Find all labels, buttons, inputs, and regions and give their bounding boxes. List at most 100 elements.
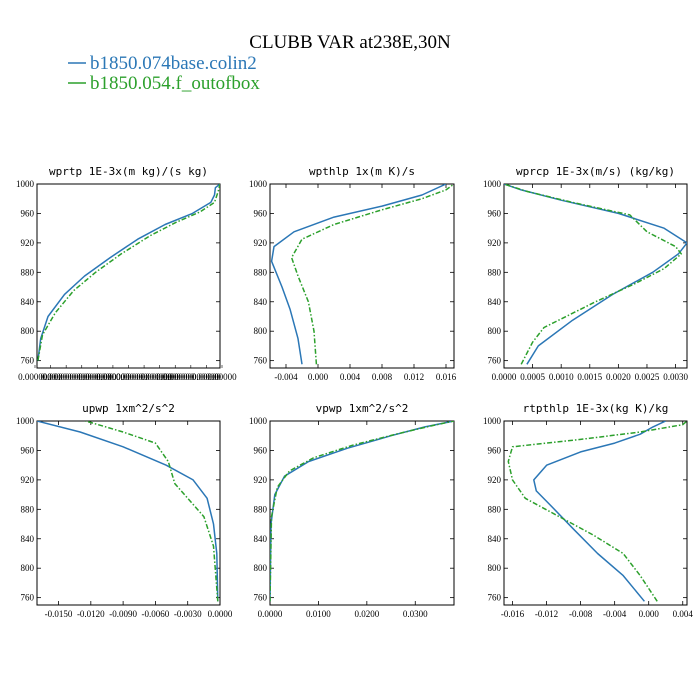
plot-frame xyxy=(503,420,688,606)
series-line-2 xyxy=(504,184,683,365)
x-tick-label: 0.00000000000 xyxy=(163,372,220,382)
x-tick-label: 0.0000000 xyxy=(78,372,117,382)
y-tick-label: 920 xyxy=(21,238,35,248)
y-tick-label: 880 xyxy=(254,504,268,514)
y-tick-label: 960 xyxy=(254,208,268,218)
x-tick-label: 0.0000000 xyxy=(109,372,148,382)
y-tick-label: 840 xyxy=(21,534,35,544)
x-tick-label: 0.004 xyxy=(673,609,694,619)
x-tick-label: -0.0060 xyxy=(142,609,170,619)
series-line-1 xyxy=(270,421,454,602)
y-tick-label: 800 xyxy=(254,326,268,336)
x-tick-label: -0.0150 xyxy=(45,609,73,619)
y-tick-label: 960 xyxy=(488,445,502,455)
x-tick-label: 0.00000 xyxy=(207,372,237,382)
panel-title: wprcp 1E-3x(m/s) (kg/kg) xyxy=(516,165,675,178)
x-tick-label: -0.016 xyxy=(501,609,525,619)
y-tick-label: 840 xyxy=(254,534,268,544)
y-tick-label: 760 xyxy=(488,356,502,366)
panel-title: wpthlp 1x(m K)/s xyxy=(309,165,415,178)
plot-frame xyxy=(503,183,688,369)
series-line-1 xyxy=(37,184,220,361)
y-tick-label: 840 xyxy=(21,297,35,307)
y-tick-label: 880 xyxy=(254,267,268,277)
x-tick-label: 0.000 xyxy=(639,609,660,619)
x-tick-label: 0.000 xyxy=(40,372,61,382)
y-tick-label: 960 xyxy=(21,445,35,455)
x-tick-label: 0.0020 xyxy=(606,372,631,382)
panels: wprtp 1E-3x(m kg)/(s kg) 760 800 840 880 920 9… xyxy=(16,165,693,619)
x-tick-label: 0.0200 xyxy=(354,609,379,619)
y-tick-label: 800 xyxy=(21,563,35,573)
x-tick-label: 0.000000 xyxy=(18,372,52,382)
y-tick-label: 760 xyxy=(21,356,35,366)
y-tick-label: 1000 xyxy=(16,179,35,189)
legend: b1850.074base.colin2 b1850.054.f_outofbo… xyxy=(68,53,260,94)
y-tick-label: 960 xyxy=(254,445,268,455)
y-tick-label: 840 xyxy=(488,297,502,307)
y-tick-label: 760 xyxy=(254,356,268,366)
y-tick-label: 920 xyxy=(21,475,35,485)
figure-title: CLUBB VAR at238E,30N xyxy=(249,32,451,53)
panel-3: wprcp 1E-3x(m/s) (kg/kg) 760 800 840 880 920 9… xyxy=(483,165,688,382)
y-tick-label: 760 xyxy=(21,593,35,603)
x-tick-label: -0.012 xyxy=(535,609,558,619)
x-tick-label: -0.0030 xyxy=(174,609,202,619)
x-tick-label: 0.012 xyxy=(404,372,424,382)
panel-1: wprtp 1E-3x(m kg)/(s kg) 760 800 840 880 920 9… xyxy=(16,165,237,382)
y-tick-label: 920 xyxy=(254,475,268,485)
series-line-1 xyxy=(504,184,687,365)
x-tick-label: -0.008 xyxy=(569,609,593,619)
x-tick-label: 0.0030 xyxy=(663,372,688,382)
series-line-2 xyxy=(290,184,454,365)
y-tick-label: 920 xyxy=(254,238,268,248)
y-tick-label: 1000 xyxy=(483,416,502,426)
x-tick-label: 0.0300 xyxy=(403,609,428,619)
x-tick-label: 0.016 xyxy=(436,372,457,382)
y-tick-label: 800 xyxy=(488,326,502,336)
x-tick-label: 0.0025 xyxy=(635,372,660,382)
y-tick-label: 1000 xyxy=(483,179,502,189)
series-line-1 xyxy=(533,421,667,602)
plot-frame xyxy=(269,420,455,606)
series-line-2 xyxy=(37,184,220,361)
x-tick-label: 0.004 xyxy=(340,372,361,382)
y-tick-label: 880 xyxy=(21,267,35,277)
series-line-2 xyxy=(507,421,687,602)
plot-frame xyxy=(36,420,221,606)
y-tick-label: 800 xyxy=(254,563,268,573)
y-tick-label: 1000 xyxy=(249,416,268,426)
x-tick-label: 0.00000000000 xyxy=(54,372,111,382)
y-tick-label: 800 xyxy=(488,563,502,573)
x-tick-label: 0.008 xyxy=(372,372,393,382)
x-tick-label: 0.0000 xyxy=(258,609,283,619)
y-tick-label: 960 xyxy=(21,208,35,218)
x-tick-label: -0.0090 xyxy=(109,609,137,619)
x-tick-label: 0.000000000 xyxy=(43,372,91,382)
x-tick-label: -0.0120 xyxy=(77,609,105,619)
y-tick-label: 1000 xyxy=(16,416,35,426)
x-tick-label: 0.0000 xyxy=(492,372,517,382)
y-tick-label: 760 xyxy=(488,593,502,603)
panel-6: rtpthlp 1E-3x(kg K)/kg 760 800 840 880 920 960… xyxy=(483,402,693,619)
legend-label-2: b1850.054.f_outofbox xyxy=(90,73,260,94)
legend-label-1: b1850.074base.colin2 xyxy=(90,53,257,74)
x-tick-label: 0.0000000 xyxy=(156,372,195,382)
x-tick-label: 0.000 xyxy=(308,372,329,382)
y-tick-label: 1000 xyxy=(249,179,268,189)
panel-5: vpwp 1xm^2/s^2 760 800 840 880 920 960 1000 0.00… xyxy=(249,402,455,619)
y-tick-label: 840 xyxy=(488,534,502,544)
panel-4: upwp 1xm^2/s^2 760 800 840 880 920 960 1000 -0.0… xyxy=(16,402,233,619)
plot-frame xyxy=(269,183,455,369)
y-tick-label: 880 xyxy=(488,267,502,277)
panel-title: rtpthlp 1E-3x(kg K)/kg xyxy=(523,402,669,415)
y-tick-label: 880 xyxy=(21,504,35,514)
series-line-1 xyxy=(37,421,219,602)
x-tick-label: -0.004 xyxy=(603,609,627,619)
y-tick-label: 960 xyxy=(488,208,502,218)
x-tick-label: 0.00000000000 xyxy=(116,372,173,382)
plot-frame xyxy=(36,183,221,369)
x-tick-label: 0.0010 xyxy=(549,372,574,382)
x-tick-label: 0.0000000 xyxy=(141,372,180,382)
